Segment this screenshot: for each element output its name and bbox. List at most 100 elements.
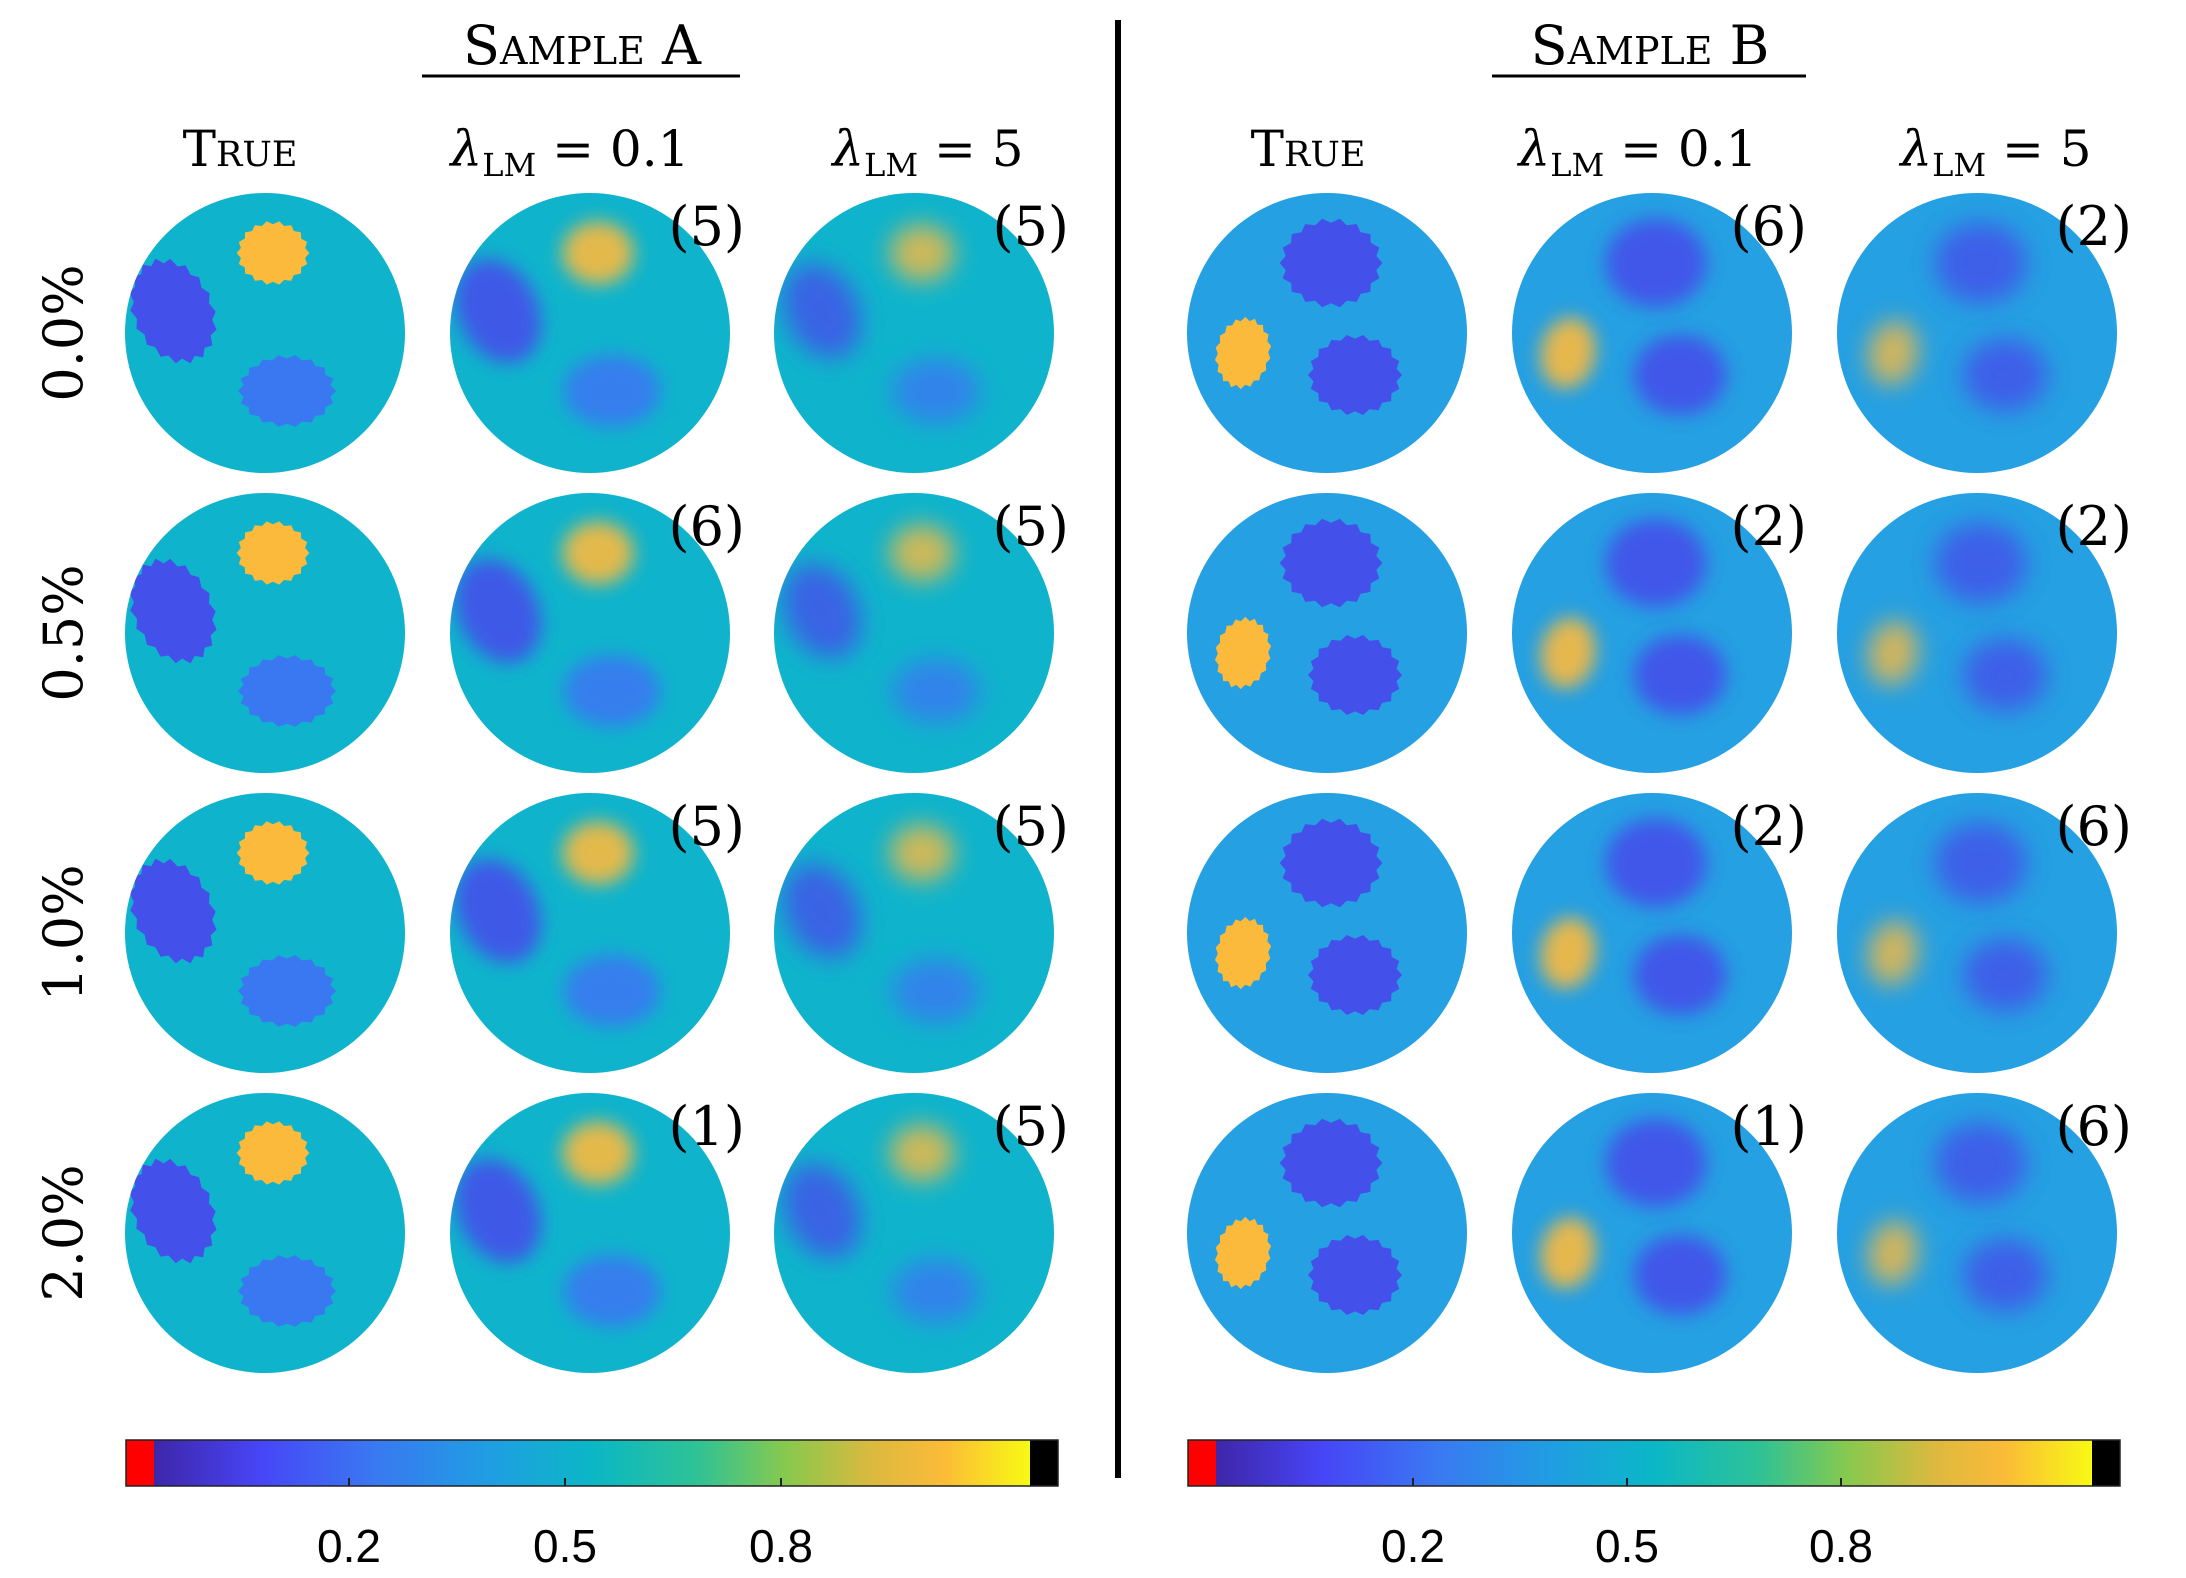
inclusion-reconstructed xyxy=(889,824,955,882)
inclusion-reconstructed xyxy=(1540,317,1596,389)
inclusion-reconstructed xyxy=(889,224,955,282)
disk-background xyxy=(1187,1093,1467,1373)
inclusion-true xyxy=(237,955,337,1027)
inclusion-reconstructed xyxy=(783,263,861,359)
inclusion-reconstructed xyxy=(1605,218,1707,308)
inclusion-reconstructed xyxy=(892,1258,980,1324)
iteration-count-a-r3-c2: (5) xyxy=(993,1095,1070,1158)
disk-b-r0-c0 xyxy=(1187,193,1467,473)
inclusion-reconstructed xyxy=(1633,635,1727,715)
inclusion-true xyxy=(1279,218,1383,308)
inclusion-reconstructed xyxy=(1935,823,2027,903)
iteration-count-b-r0-c1: (6) xyxy=(1731,195,1808,258)
colorbar-b-label-0: 0.2 xyxy=(1381,1520,1445,1572)
disk-background xyxy=(774,193,1054,473)
reconstruction-grid xyxy=(125,193,2117,1373)
colorbar-a-gradient xyxy=(154,1440,1030,1486)
inclusion-true xyxy=(1214,616,1272,690)
header-lm01-b: λLM = 0.1 xyxy=(1517,120,1758,184)
disk-b-r1-c0 xyxy=(1187,493,1467,773)
inclusion-true xyxy=(1307,635,1403,715)
inclusion-true xyxy=(1307,335,1403,415)
inclusion-reconstructed xyxy=(1935,223,2027,303)
inclusion-true xyxy=(1307,1235,1403,1315)
colorbar-b: 0.2 0.5 0.8 xyxy=(1187,1439,2121,1572)
inclusion-reconstructed xyxy=(454,558,542,664)
colorbar-a-frame xyxy=(125,1439,1059,1487)
iteration-count-a-r2-c1: (5) xyxy=(669,795,746,858)
noise-label-1: 0.5% xyxy=(32,564,95,701)
disk-b-r2-c0 xyxy=(1187,793,1467,1073)
inclusion-reconstructed xyxy=(1935,1123,2027,1203)
inclusion-reconstructed xyxy=(562,821,634,885)
inclusion-reconstructed xyxy=(1867,320,1919,386)
disk-a-r2-c0 xyxy=(125,793,405,1073)
inclusion-true xyxy=(237,355,337,427)
disk-background xyxy=(1512,793,1792,1073)
header-true-a: True xyxy=(183,120,298,178)
noise-label-2: 1.0% xyxy=(32,864,95,1001)
disk-a-r2-c2 xyxy=(774,793,1054,1073)
inclusion-reconstructed xyxy=(783,563,861,659)
disk-background xyxy=(1837,1093,2117,1373)
inclusion-reconstructed xyxy=(1633,935,1727,1015)
inclusion-reconstructed xyxy=(1633,1235,1727,1315)
inclusion-true xyxy=(237,1255,337,1327)
inclusion-true xyxy=(236,1121,310,1185)
header-lm5-b: λLM = 5 xyxy=(1898,120,2091,184)
inclusion-true xyxy=(129,858,217,964)
iteration-count-b-r2-c2: (6) xyxy=(2056,795,2133,858)
disk-a-r3-c0 xyxy=(125,1093,405,1373)
noise-label-0: 0.0% xyxy=(32,264,95,401)
inclusion-true xyxy=(236,521,310,585)
inclusion-reconstructed xyxy=(1963,1238,2047,1312)
colorbar-a: 0.2 0.5 0.8 xyxy=(125,1439,1059,1572)
disk-b-r0-c1 xyxy=(1512,193,1792,473)
inclusion-reconstructed xyxy=(783,1163,861,1259)
inclusion-reconstructed xyxy=(892,358,980,424)
disk-a-r3-c2 xyxy=(774,1093,1054,1373)
disk-background xyxy=(1837,193,2117,473)
colorbar-b-label-1: 0.5 xyxy=(1595,1520,1659,1572)
disk-a-r1-c2 xyxy=(774,493,1054,773)
iteration-count-a-r2-c2: (5) xyxy=(993,795,1070,858)
inclusion-reconstructed xyxy=(889,524,955,582)
disk-background xyxy=(450,493,730,773)
disk-background xyxy=(125,493,405,773)
disk-background xyxy=(1187,793,1467,1073)
disk-b-r3-c0 xyxy=(1187,1093,1467,1373)
inclusion-true xyxy=(237,655,337,727)
header-lm01-a: λLM = 0.1 xyxy=(449,120,690,184)
inclusion-reconstructed xyxy=(1633,335,1727,415)
sample-b-title: Sample B xyxy=(1531,14,1770,77)
iteration-count-a-r1-c2: (5) xyxy=(993,495,1070,558)
inclusion-reconstructed xyxy=(1963,338,2047,412)
inclusion-true xyxy=(1214,1216,1272,1290)
inclusion-true xyxy=(1279,1118,1383,1208)
disk-background xyxy=(1837,493,2117,773)
disk-background xyxy=(125,793,405,1073)
colorbar-a-label-0: 0.2 xyxy=(317,1520,381,1572)
inclusion-reconstructed xyxy=(892,958,980,1024)
disk-background xyxy=(1187,493,1467,773)
disk-a-r1-c1 xyxy=(450,493,730,773)
inclusion-reconstructed xyxy=(1963,638,2047,712)
disk-background xyxy=(125,1093,405,1373)
colorbar-b-under xyxy=(1188,1440,1216,1486)
colorbar-b-frame xyxy=(1187,1439,2121,1487)
disk-background xyxy=(450,793,730,1073)
inclusion-true xyxy=(1214,316,1272,390)
inclusion-true xyxy=(1307,935,1403,1015)
inclusion-reconstructed xyxy=(454,258,542,364)
inclusion-reconstructed xyxy=(562,1121,634,1185)
disk-background xyxy=(450,193,730,473)
inclusion-true xyxy=(129,1158,217,1264)
inclusion-true xyxy=(129,258,217,364)
header-lm5-a: λLM = 5 xyxy=(830,120,1023,184)
inclusion-reconstructed xyxy=(892,658,980,724)
disk-background xyxy=(774,793,1054,1073)
inclusion-reconstructed xyxy=(454,858,542,964)
inclusion-reconstructed xyxy=(1867,620,1919,686)
inclusion-reconstructed xyxy=(1935,523,2027,603)
